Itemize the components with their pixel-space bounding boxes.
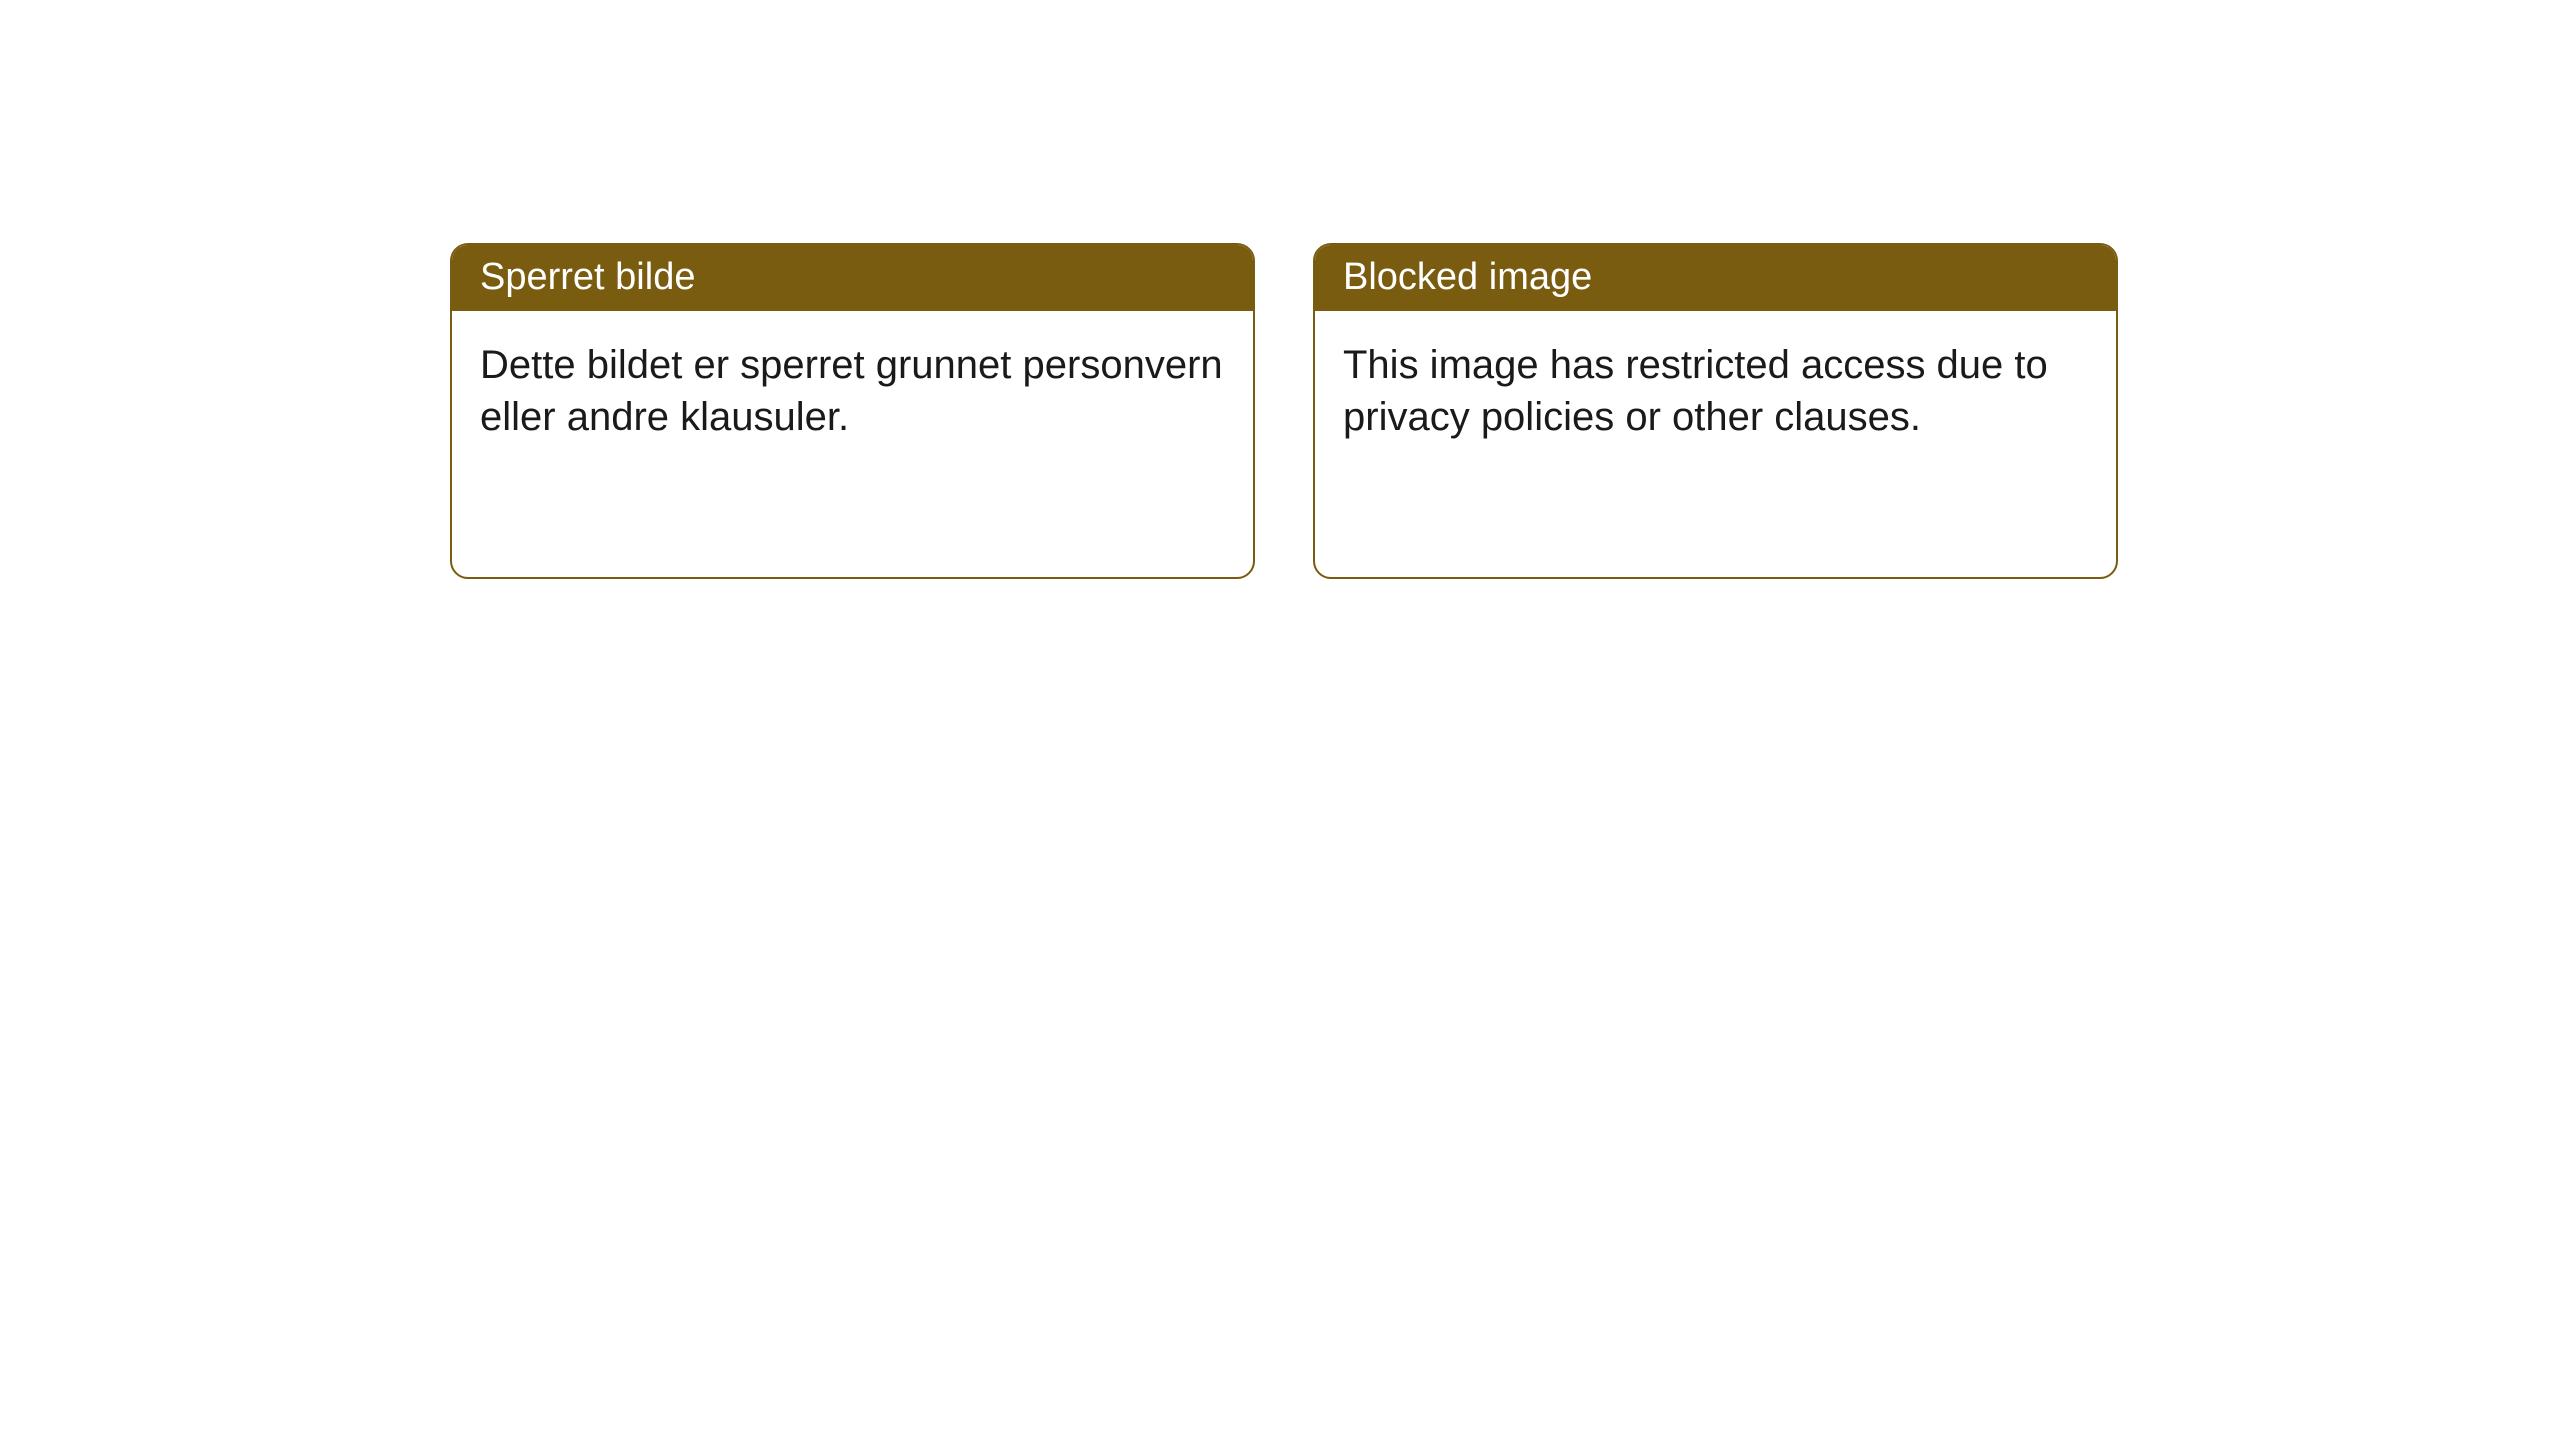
notice-title: Sperret bilde <box>480 256 695 298</box>
notice-body: This image has restricted access due to … <box>1315 311 2116 471</box>
notice-text: Dette bildet er sperret grunnet personve… <box>480 343 1223 439</box>
notice-body: Dette bildet er sperret grunnet personve… <box>452 311 1253 471</box>
notice-text: This image has restricted access due to … <box>1343 343 2048 439</box>
notice-title: Blocked image <box>1343 256 1592 298</box>
notice-header: Sperret bilde <box>452 245 1253 311</box>
notice-card-english: Blocked image This image has restricted … <box>1313 243 2118 579</box>
notice-container: Sperret bilde Dette bildet er sperret gr… <box>0 0 2560 579</box>
notice-header: Blocked image <box>1315 245 2116 311</box>
notice-card-norwegian: Sperret bilde Dette bildet er sperret gr… <box>450 243 1255 579</box>
